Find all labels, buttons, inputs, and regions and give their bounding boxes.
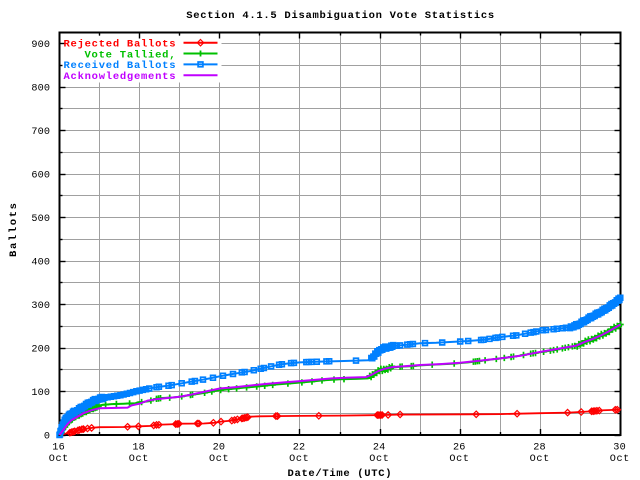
svg-text:Rejected Ballots: Rejected Ballots	[64, 39, 176, 51]
svg-text:24: 24	[373, 443, 385, 454]
svg-text:26: 26	[453, 443, 465, 454]
svg-text:Ballots: Ballots	[8, 203, 20, 257]
svg-text:Oct: Oct	[209, 454, 229, 465]
svg-text:Section 4.1.5 Disambiguation V: Section 4.1.5 Disambiguation Vote Statis…	[186, 10, 494, 22]
svg-text:28: 28	[533, 443, 545, 454]
svg-text:30: 30	[613, 443, 625, 454]
svg-text:800: 800	[31, 84, 50, 95]
svg-text:Oct: Oct	[369, 454, 389, 465]
svg-text:Date/Time (UTC): Date/Time (UTC)	[288, 468, 392, 480]
svg-text:Oct: Oct	[449, 454, 469, 465]
svg-text:900: 900	[31, 40, 50, 51]
svg-text:Oct: Oct	[129, 454, 149, 465]
svg-text:Oct: Oct	[49, 454, 69, 465]
svg-text:600: 600	[31, 171, 50, 182]
svg-text:Oct: Oct	[289, 454, 309, 465]
svg-text:Oct: Oct	[610, 454, 630, 465]
svg-text:300: 300	[31, 301, 50, 312]
svg-text:Acknowledgements: Acknowledgements	[64, 71, 176, 83]
svg-text:22: 22	[293, 443, 305, 454]
svg-text:400: 400	[31, 258, 50, 269]
svg-text:200: 200	[31, 345, 50, 356]
svg-text:16: 16	[52, 443, 64, 454]
svg-text:Received Ballots: Received Ballots	[64, 60, 176, 72]
svg-text:100: 100	[31, 388, 50, 399]
svg-text:500: 500	[31, 214, 50, 225]
svg-text:18: 18	[132, 443, 144, 454]
svg-text:0: 0	[44, 432, 50, 443]
svg-text:20: 20	[213, 443, 225, 454]
svg-text:700: 700	[31, 127, 50, 138]
svg-text:Vote Tallied,: Vote Tallied,	[85, 49, 176, 61]
svg-text:Oct: Oct	[530, 454, 550, 465]
